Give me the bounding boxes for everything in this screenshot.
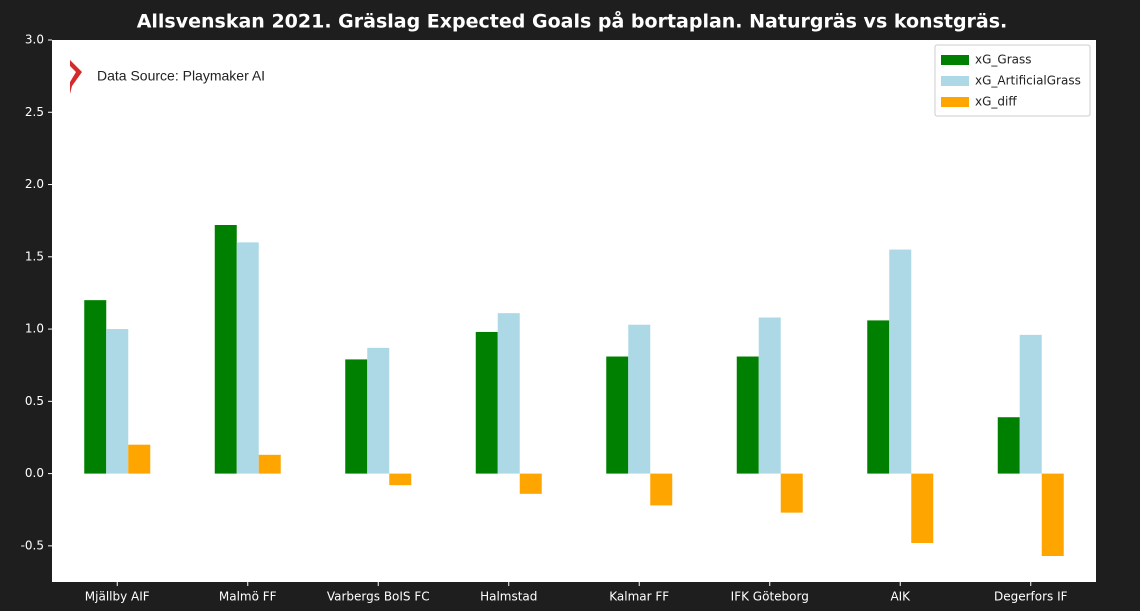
legend-label: xG_Grass [975,53,1032,67]
legend-swatch [941,55,969,65]
bar [650,473,673,506]
bar [258,454,281,474]
annotation: Data Source: Playmaker AI [97,68,265,84]
x-tick-label: Malmö FF [219,590,277,604]
y-tick-label: 2.5 [25,105,44,119]
bar [606,356,629,474]
x-tick-label: IFK Göteborg [731,590,809,604]
y-tick-label: 0.0 [25,466,44,480]
bar [1019,334,1042,474]
bar [214,225,237,474]
legend-swatch [941,76,969,86]
legend-box [934,44,1091,117]
bar [519,473,542,494]
x-tick-label: Degerfors IF [994,590,1068,604]
y-tick-label: -0.5 [21,538,44,552]
bar [997,417,1020,474]
logo [70,60,82,94]
bar [367,347,390,474]
x-tick-label: Varbergs BoIS FC [327,590,430,604]
y-tick-label: 2.0 [25,177,44,191]
legend-swatch [941,97,969,107]
y-tick-label: 1.5 [25,249,44,263]
bar [236,242,259,474]
bar [345,359,368,474]
y-tick-label: 3.0 [25,33,44,47]
bar [497,313,520,474]
x-tick-label: Kalmar FF [609,590,669,604]
bar [867,320,890,474]
bar [389,473,412,486]
x-tick-label: AIK [890,590,911,604]
bar [780,473,803,513]
bar [1041,473,1064,556]
y-tick-label: 1.0 [25,322,44,336]
bar [736,356,759,474]
y-tick-label: 0.5 [25,394,44,408]
bar [911,473,934,543]
chart-title: Allsvenskan 2021. Gräslag Expected Goals… [137,9,1008,33]
bar [106,329,129,474]
x-tick-label: Halmstad [480,590,537,604]
bar [889,249,912,474]
bar [84,300,107,474]
bar [475,331,498,474]
plot-area [52,40,1096,582]
bar [628,324,651,474]
bar [758,317,781,474]
bar [128,444,151,474]
legend-label: xG_ArtificialGrass [975,74,1081,88]
legend-label: xG_diff [975,95,1017,109]
x-tick-label: Mjällby AIF [85,590,150,604]
